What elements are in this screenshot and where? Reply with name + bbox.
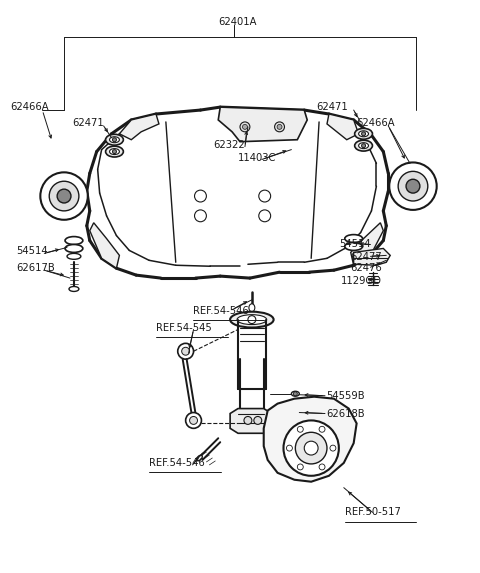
Text: 62477: 62477 xyxy=(351,252,383,262)
Text: 62466A: 62466A xyxy=(11,102,49,112)
Circle shape xyxy=(254,417,262,425)
Ellipse shape xyxy=(65,245,83,252)
Ellipse shape xyxy=(109,137,120,143)
Ellipse shape xyxy=(109,148,120,155)
Circle shape xyxy=(275,122,285,132)
Ellipse shape xyxy=(237,315,267,324)
Ellipse shape xyxy=(345,234,362,242)
Polygon shape xyxy=(264,397,357,482)
Circle shape xyxy=(248,316,256,324)
Circle shape xyxy=(287,445,292,451)
Circle shape xyxy=(293,392,297,396)
Circle shape xyxy=(49,181,79,211)
Ellipse shape xyxy=(249,304,255,312)
Text: 62466A: 62466A xyxy=(357,118,395,128)
Text: 54514: 54514 xyxy=(17,246,48,257)
Text: 54514: 54514 xyxy=(339,238,371,249)
Polygon shape xyxy=(351,223,384,265)
Circle shape xyxy=(57,189,71,203)
Polygon shape xyxy=(218,107,307,142)
Circle shape xyxy=(389,163,437,210)
Ellipse shape xyxy=(106,146,123,157)
Circle shape xyxy=(190,417,197,425)
Text: 1129GD: 1129GD xyxy=(341,276,382,286)
Circle shape xyxy=(406,179,420,193)
Circle shape xyxy=(112,138,117,142)
Text: 62322: 62322 xyxy=(213,140,245,150)
Text: 62618B: 62618B xyxy=(326,409,365,418)
Text: REF.54-545: REF.54-545 xyxy=(156,323,212,332)
Ellipse shape xyxy=(106,134,123,145)
Circle shape xyxy=(304,441,318,455)
Circle shape xyxy=(297,426,303,432)
Polygon shape xyxy=(327,114,359,140)
Polygon shape xyxy=(230,409,272,433)
Ellipse shape xyxy=(230,312,274,328)
Ellipse shape xyxy=(355,140,372,151)
Ellipse shape xyxy=(345,242,362,250)
Polygon shape xyxy=(354,249,390,265)
Polygon shape xyxy=(90,223,120,268)
Circle shape xyxy=(240,122,250,132)
Ellipse shape xyxy=(359,131,369,137)
Ellipse shape xyxy=(359,143,369,148)
Circle shape xyxy=(178,343,193,359)
Polygon shape xyxy=(120,114,159,140)
Text: 62471: 62471 xyxy=(316,102,348,112)
Text: REF.54-546: REF.54-546 xyxy=(149,458,205,468)
Circle shape xyxy=(319,464,325,470)
Text: 62476: 62476 xyxy=(351,263,383,273)
Circle shape xyxy=(40,172,88,220)
Circle shape xyxy=(361,144,366,148)
Ellipse shape xyxy=(197,455,202,461)
Circle shape xyxy=(293,410,297,414)
Ellipse shape xyxy=(355,128,372,139)
Text: 62617B: 62617B xyxy=(17,263,55,273)
Text: 11403C: 11403C xyxy=(238,152,276,163)
Circle shape xyxy=(112,150,117,154)
Circle shape xyxy=(284,421,339,476)
Circle shape xyxy=(330,445,336,451)
Circle shape xyxy=(398,171,428,201)
Text: 62471: 62471 xyxy=(72,118,104,128)
Text: 62401A: 62401A xyxy=(218,17,257,27)
Circle shape xyxy=(319,426,325,432)
Circle shape xyxy=(297,464,303,470)
Circle shape xyxy=(277,124,282,129)
Ellipse shape xyxy=(65,237,83,245)
Ellipse shape xyxy=(291,391,300,396)
Circle shape xyxy=(182,347,190,355)
Ellipse shape xyxy=(67,253,81,260)
Ellipse shape xyxy=(69,286,79,292)
Ellipse shape xyxy=(291,409,300,414)
Text: REF.50-517: REF.50-517 xyxy=(345,508,401,517)
Text: 54559B: 54559B xyxy=(326,391,365,401)
Circle shape xyxy=(361,132,366,136)
Circle shape xyxy=(242,124,247,129)
Circle shape xyxy=(244,417,252,425)
Text: REF.54-546: REF.54-546 xyxy=(192,306,248,316)
Circle shape xyxy=(295,432,327,464)
Circle shape xyxy=(186,413,202,429)
